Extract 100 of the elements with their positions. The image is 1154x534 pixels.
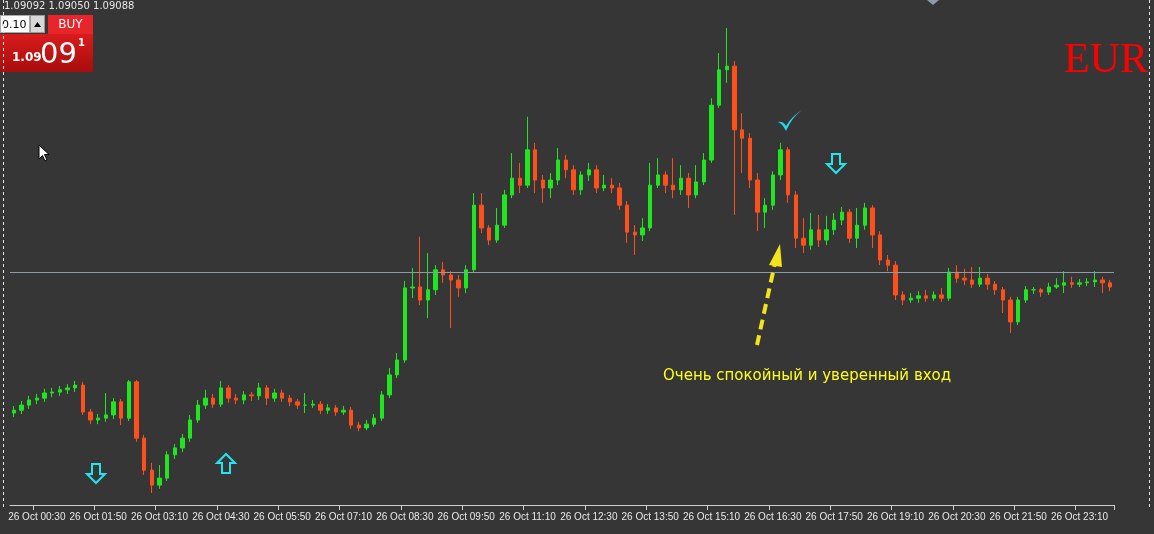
candlestick <box>1100 276 1105 294</box>
candlestick <box>318 400 323 415</box>
candlestick <box>81 381 85 416</box>
candlestick <box>847 208 852 244</box>
candlestick <box>771 170 775 211</box>
candlestick <box>311 399 315 409</box>
x-tick-label: 26 Oct 11:10 <box>499 510 557 522</box>
candlestick <box>947 267 951 302</box>
annotation: 1.09 <box>12 50 42 64</box>
candlestick <box>1008 296 1013 334</box>
candlestick <box>303 392 307 414</box>
candlestick <box>594 164 599 194</box>
x-tick-label: 26 Oct 01:50 <box>69 510 128 522</box>
candlestick <box>165 450 169 482</box>
candlestick <box>1024 285 1028 304</box>
candlestick <box>533 142 537 194</box>
candlestick <box>518 162 522 194</box>
candlestick <box>548 172 553 199</box>
candlestick <box>939 287 944 303</box>
candlestick <box>280 389 284 403</box>
candlestick <box>625 200 629 244</box>
candlestick <box>502 189 507 229</box>
x-tick-label: 26 Oct 21:50 <box>989 510 1048 522</box>
candlestick <box>364 419 369 431</box>
candlestick <box>142 434 146 476</box>
candlestick <box>441 261 445 284</box>
candlestick <box>19 400 24 415</box>
candlestick <box>686 172 691 209</box>
annotation: 09 <box>40 36 77 70</box>
candlestick <box>740 112 744 174</box>
candlestick <box>809 212 813 251</box>
candlestick <box>403 280 407 364</box>
candlestick <box>962 268 967 286</box>
x-tick-label: 26 Oct 07:10 <box>314 510 373 522</box>
candlestick <box>349 406 353 430</box>
candlestick <box>150 462 154 494</box>
candlestick <box>249 391 254 402</box>
candlestick <box>932 290 936 302</box>
candlestick <box>663 170 668 194</box>
candlestick <box>418 236 422 306</box>
x-tick-label: 26 Oct 20:30 <box>928 510 986 522</box>
candlestick <box>426 252 430 319</box>
candlestick <box>226 384 231 404</box>
x-tick-label: 26 Oct 00:30 <box>8 510 66 522</box>
candlestick <box>648 162 652 232</box>
candlestick <box>924 289 928 303</box>
candlestick <box>487 224 491 246</box>
candlestick <box>602 174 606 192</box>
candlestick <box>878 230 882 266</box>
candlestick <box>633 224 637 256</box>
candlestick <box>1039 287 1043 298</box>
candlestick <box>709 97 714 164</box>
x-tick-label: 26 Oct 09:50 <box>437 510 496 522</box>
candlestick <box>656 157 660 189</box>
candlestick <box>840 206 844 226</box>
candlestick <box>916 290 921 304</box>
candlestick <box>242 390 246 405</box>
buy-button: BUY <box>48 15 93 34</box>
x-tick-label: 26 Oct 04:30 <box>192 510 250 522</box>
candlestick <box>288 394 292 407</box>
candlestick <box>763 197 767 229</box>
candlestick <box>909 292 913 304</box>
candlestick <box>1070 276 1074 289</box>
candlestick <box>886 254 890 272</box>
candlestick <box>671 157 675 199</box>
candlestick <box>380 390 384 422</box>
candlestick <box>1085 277 1089 287</box>
candlestick <box>901 290 905 306</box>
candlestick <box>778 142 783 181</box>
candlestick <box>127 379 131 422</box>
candlestick <box>495 207 499 244</box>
candlestick <box>88 408 93 425</box>
candlestick <box>832 212 836 236</box>
candlestick <box>341 405 346 416</box>
candlestick <box>732 60 737 216</box>
candlestick <box>817 214 821 248</box>
candlestick <box>978 266 982 288</box>
candlestick <box>556 147 560 186</box>
annotation: Очень спокойный и уверенный вход <box>663 366 952 384</box>
candlestick <box>571 164 576 196</box>
candlestick <box>464 264 468 294</box>
candlestick <box>104 392 108 423</box>
candlestick <box>794 190 798 249</box>
candlestick <box>234 393 238 405</box>
candlestick <box>188 414 192 443</box>
candlestick <box>1001 286 1005 314</box>
candlestick <box>725 27 729 84</box>
candlestick <box>1054 277 1059 290</box>
candlestick <box>1047 282 1051 296</box>
x-tick-label: 26 Oct 12:30 <box>560 510 618 522</box>
candlestick <box>786 146 790 204</box>
candlestick <box>801 217 806 254</box>
candlestick <box>50 387 54 398</box>
candlestick <box>870 204 875 249</box>
x-tick-label: 26 Oct 03:10 <box>130 510 189 522</box>
candlestick <box>12 405 16 418</box>
candlestick <box>824 215 829 246</box>
candlestick <box>1016 296 1020 326</box>
candlestick <box>1093 270 1097 288</box>
x-tick-label: 26 Oct 23:10 <box>1050 510 1109 522</box>
